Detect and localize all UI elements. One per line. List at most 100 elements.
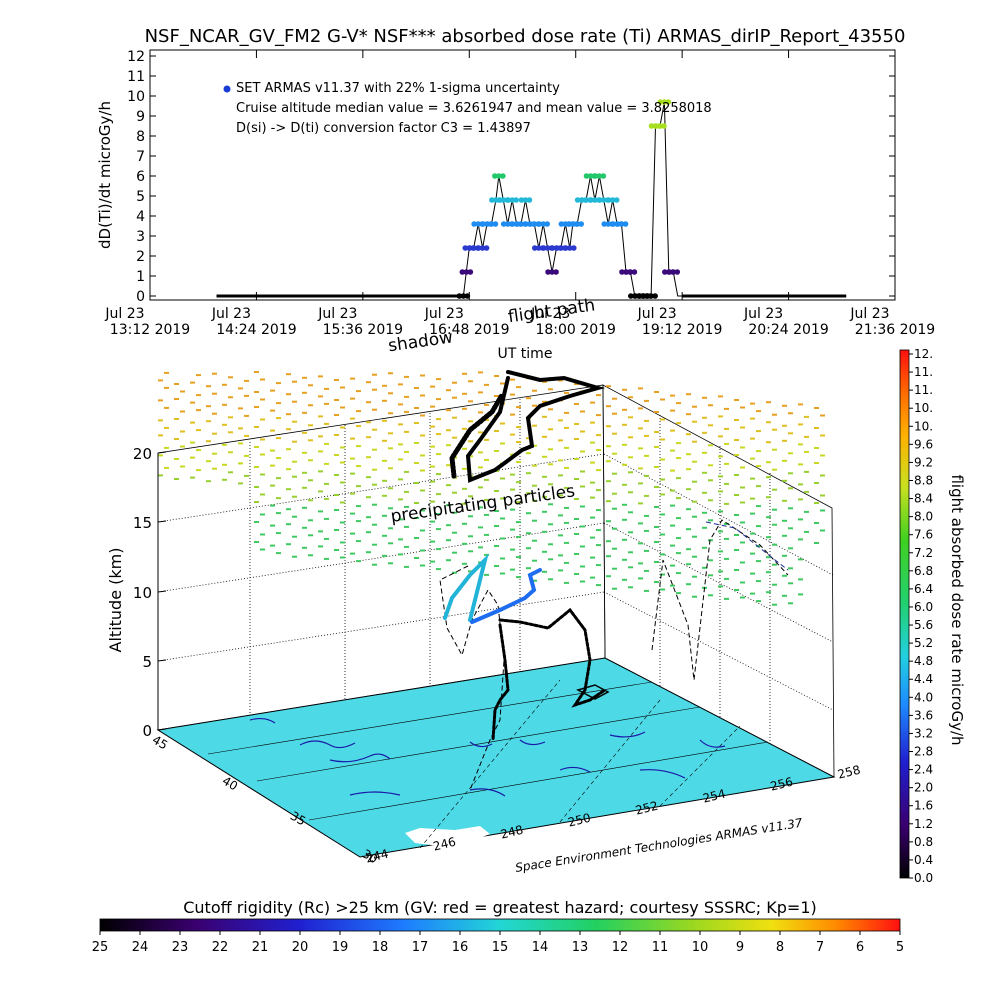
colorbar-tick-label: 0.4 xyxy=(914,853,933,867)
colorbar-tick-label: 2.8 xyxy=(914,745,933,759)
colorbar-tick-label: 4.0 xyxy=(914,690,933,704)
legend-marker xyxy=(223,85,231,93)
data-point xyxy=(554,245,560,251)
flight-path-loop xyxy=(576,684,610,700)
y-tick-label: 5 xyxy=(136,189,145,205)
colorbar-tick-label: 7.6 xyxy=(914,528,933,542)
dose-series xyxy=(216,99,847,299)
figure-title: NSF_NCAR_GV_FM2 G-V* NSF*** absorbed dos… xyxy=(145,26,906,47)
data-point xyxy=(565,221,572,227)
annotation-median: Cruise altitude median value = 3.6261947… xyxy=(236,101,712,116)
lat-tick-label: 45 xyxy=(150,733,170,753)
data-point xyxy=(540,221,546,227)
ground-grid-line xyxy=(256,706,701,782)
data-point xyxy=(480,221,486,227)
colorbar-tick-label: 11. xyxy=(914,365,933,379)
colorbar-tick-label: 12. xyxy=(914,347,933,361)
lat-tick-label: 40 xyxy=(220,774,240,794)
z-tick-label: 0 xyxy=(142,722,152,740)
ground-coastlines xyxy=(249,717,726,797)
data-point xyxy=(574,221,580,227)
x-tick-label-time: 16:48 2019 xyxy=(429,322,509,338)
data-point xyxy=(496,173,502,179)
data-point xyxy=(639,293,646,299)
data-point xyxy=(463,269,470,275)
flight-path-lower xyxy=(443,553,489,622)
data-point xyxy=(648,123,655,129)
data-point xyxy=(475,245,482,251)
z-tick xyxy=(157,451,167,454)
data-point xyxy=(609,197,616,203)
data-point xyxy=(464,293,471,299)
data-point xyxy=(500,197,507,203)
grid-line xyxy=(603,522,834,643)
data-point xyxy=(631,269,638,275)
lon-tick-label: 248 xyxy=(499,823,525,842)
data-point xyxy=(545,269,551,275)
lon-tick-label: 258 xyxy=(836,763,862,782)
data-point xyxy=(522,197,529,203)
data-point xyxy=(596,173,603,179)
data-point xyxy=(544,245,551,251)
dose-rate-colorbar: 0.0 0.4 0.8 1.2 1.6 2.0 2.4 2.8 3.2 3.6 4.0 4.4 4.8 5… xyxy=(899,347,966,885)
data-point xyxy=(657,123,663,129)
y-tick-label: 7 xyxy=(136,149,145,165)
colorbar-tick-label: 2.0 xyxy=(914,781,933,795)
colorbar-gradient xyxy=(99,918,901,932)
colorbar-tick-label: 9 xyxy=(736,940,744,955)
credit-label: Space Environment Technologies ARMAS v11… xyxy=(514,816,804,875)
data-point xyxy=(652,293,658,299)
data-point xyxy=(583,173,590,179)
data-point xyxy=(466,245,473,251)
data-point xyxy=(483,245,490,251)
data-point xyxy=(460,293,467,299)
data-point xyxy=(622,221,629,227)
colorbar-tick-label: 6.8 xyxy=(914,564,933,578)
data-point xyxy=(596,197,603,203)
x-tick-label-date: Jul 23 xyxy=(211,306,251,322)
coastline xyxy=(249,717,726,797)
colorbar-tick-label: 8.8 xyxy=(914,473,933,487)
colorbar-tick-label: 25 xyxy=(92,940,109,955)
data-point xyxy=(644,293,650,299)
x-axis-label: UT time xyxy=(498,346,553,362)
data-point xyxy=(509,221,516,227)
colorbar-tick-label: 11. xyxy=(914,383,933,397)
y-axis-label: dD(Ti)/dt microGy/h xyxy=(96,101,114,249)
colorbar-tick-label: 5 xyxy=(896,940,904,955)
data-point xyxy=(563,245,569,251)
data-point xyxy=(489,197,495,203)
ground-grid-line xyxy=(207,681,653,755)
lat-tick-label: 35 xyxy=(288,809,308,829)
colorbar-tick-label: 2.4 xyxy=(914,763,933,777)
data-point xyxy=(574,197,581,203)
data-point xyxy=(567,245,573,251)
data-point xyxy=(632,293,639,299)
x-tick-label-date: Jul 23 xyxy=(530,306,570,322)
data-point xyxy=(648,293,654,299)
data-point xyxy=(619,269,625,275)
lon-tick-label: 256 xyxy=(769,775,795,794)
colorbar-ticks: 25 24 23 22 21 20 19 18 17 16 15 14 13 12 11 10 9 8 7 6 5 xyxy=(92,931,904,955)
shadow-right-wall xyxy=(651,519,789,681)
colorbar-tick-label: 10. xyxy=(914,401,933,415)
data-point xyxy=(488,221,495,227)
lon-tick-label: 246 xyxy=(432,835,458,854)
grid-line xyxy=(157,453,605,523)
data-point xyxy=(601,221,608,227)
colorbar-tick-label: 6 xyxy=(856,940,864,955)
z-tick-label: 20 xyxy=(133,445,152,463)
data-point xyxy=(514,221,520,227)
data-point xyxy=(467,269,474,275)
colorbar-tick-label: 18 xyxy=(372,940,389,955)
lon-tick-label: 250 xyxy=(567,811,593,830)
colorbar-tick-label: 8.0 xyxy=(914,510,933,524)
grid-line xyxy=(157,522,605,593)
x-tick-label-date: Jul 23 xyxy=(104,306,144,322)
colorbar-tick-label: 1.6 xyxy=(914,799,933,813)
colorbar-tick-label: 16 xyxy=(452,940,469,955)
colorbar-tick-label: 23 xyxy=(172,940,189,955)
x-tick-label-date: Jul 23 xyxy=(849,306,889,322)
